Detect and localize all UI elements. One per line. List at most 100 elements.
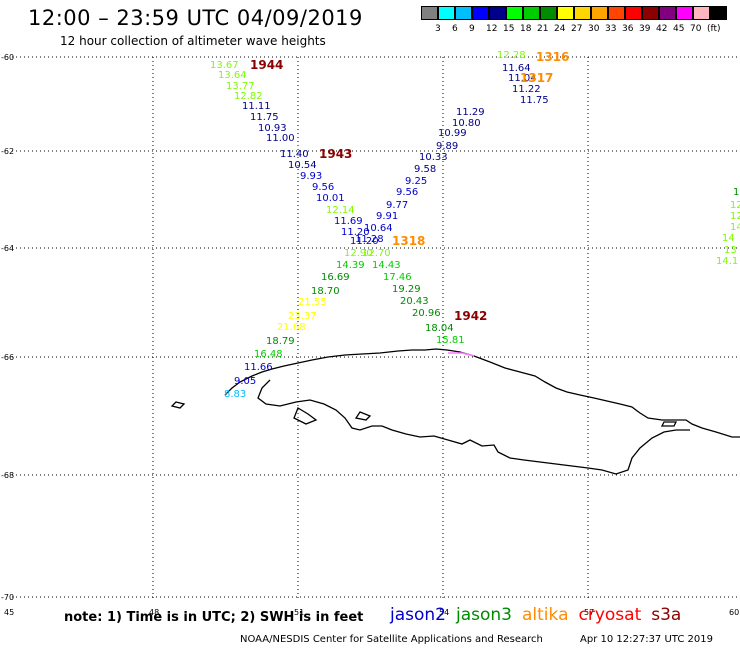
- generation-timestamp: Apr 10 12:27:37 UTC 2019: [580, 634, 713, 645]
- lon-label: 54: [439, 608, 449, 617]
- wave-height-value: 10.64: [364, 223, 393, 234]
- wave-height-value: 9.77: [386, 200, 408, 211]
- footer-note: note: 1) Time is in UTC; 2) SWH is in fe…: [64, 610, 364, 625]
- wave-height-value: 12: [730, 211, 740, 222]
- scale-swatch: [438, 6, 455, 20]
- wave-height-value: 21.68: [277, 322, 306, 333]
- scale-label: 18: [520, 24, 532, 34]
- scale-label: 39: [639, 24, 651, 34]
- scale-swatch: [421, 6, 438, 20]
- satellite-legend: jason2 jason3 altika cryosat s3a: [390, 605, 691, 625]
- scale-swatch: [489, 6, 506, 20]
- lat-label: -62: [1, 147, 14, 156]
- wave-height-value: 12.90: [344, 248, 373, 259]
- pass-number-1317: 1317: [520, 71, 553, 85]
- wave-height-value: 10.01: [316, 193, 345, 204]
- wave-height-value: 14.1: [716, 256, 738, 267]
- lat-lon-grid: -60 -62 -64 -66 -68 -70 45 48 51 54 57 60: [1, 53, 740, 617]
- antarctic-coastline: [170, 348, 740, 475]
- map-subtitle: 12 hour collection of altimeter wave hei…: [60, 34, 326, 48]
- scale-label: 70: [690, 24, 702, 34]
- wave-height-value: 11.69: [334, 216, 363, 227]
- wave-height-value: 12: [730, 200, 740, 211]
- scale-swatch: [506, 6, 523, 20]
- wave-height-value: 16.69: [321, 272, 350, 283]
- pass-number-1944: 1944: [250, 58, 283, 72]
- scale-swatch: [557, 6, 574, 20]
- lat-label: -68: [1, 471, 14, 480]
- scale-label: 9: [469, 24, 475, 34]
- lat-label: -64: [1, 244, 14, 253]
- wave-height-value: 1: [733, 187, 739, 198]
- wave-height-value: 11.28: [355, 234, 384, 245]
- scale-label: 42: [656, 24, 668, 34]
- wave-height-value: 14.43: [372, 260, 401, 271]
- pass-number-labels: 1944 1943 1942 1316 1317 1318: [250, 50, 569, 323]
- wave-height-value: 18.79: [266, 336, 295, 347]
- wave-height-value: 11.00: [266, 133, 295, 144]
- legend-jason3: jason3: [456, 605, 512, 625]
- track-west-labels: 13.6713.6413.7712.8211.1111.7510.9311.00…: [210, 60, 379, 400]
- wave-height-value: 9.05: [234, 376, 256, 387]
- scale-swatch: [676, 6, 693, 20]
- scale-label: 27: [571, 24, 583, 34]
- scale-label: 15: [503, 24, 515, 34]
- pass-number-1943: 1943: [319, 147, 352, 161]
- lat-label: -60: [1, 53, 14, 62]
- scale-swatch: [472, 6, 489, 20]
- legend-altika: altika: [522, 605, 569, 625]
- wave-height-value: 9.91: [376, 211, 398, 222]
- scale-label: 33: [605, 24, 617, 34]
- scale-label: 12: [486, 24, 498, 34]
- scale-label: 45: [673, 24, 685, 34]
- wave-height-value: 14: [730, 222, 740, 233]
- wave-height-value: 23.37: [288, 311, 317, 322]
- scale-swatch: [710, 6, 727, 20]
- wave-height-value: 11.22: [512, 84, 541, 95]
- wave-height-value: 10.93: [258, 123, 287, 134]
- lat-label: -70: [1, 593, 14, 602]
- scale-label: (ft): [707, 24, 721, 34]
- wave-height-value: 13: [724, 245, 737, 256]
- wave-height-value: 13.67: [210, 60, 239, 71]
- scale-swatch: [642, 6, 659, 20]
- wave-height-value: 10.54: [288, 160, 317, 171]
- wave-height-value: 9.56: [312, 182, 334, 193]
- legend-jason2: jason2: [390, 605, 446, 625]
- wave-height-value: 10.33: [419, 152, 448, 163]
- wave-height-value: 12.28: [497, 50, 526, 61]
- wave-height-value: 11.75: [250, 112, 279, 123]
- wave-height-value: 11.75: [520, 95, 549, 106]
- ice-shelf-segment: [448, 352, 475, 357]
- scale-swatch: [659, 6, 676, 20]
- scale-swatch: [608, 6, 625, 20]
- wave-height-value: 16.48: [254, 349, 283, 360]
- wave-height-value: 12.14: [326, 205, 355, 216]
- lat-label: -66: [1, 353, 14, 362]
- wave-height-value: 10.80: [452, 118, 481, 129]
- wave-height-value: 19.29: [392, 284, 421, 295]
- pass-number-1316: 1316: [536, 50, 569, 64]
- wave-height-value: 11.20: [350, 236, 379, 247]
- wave-height-value: 9.58: [414, 164, 436, 175]
- legend-cryosat: cryosat: [578, 605, 642, 625]
- scale-swatch: [540, 6, 557, 20]
- lon-label: 60: [729, 608, 739, 617]
- wave-height-value: 18.70: [311, 286, 340, 297]
- wave-height-value: 17.46: [383, 272, 412, 283]
- wave-height-value: 9.56: [396, 187, 418, 198]
- wave-height-value: 9.25: [405, 176, 427, 187]
- wave-height-value: 9.93: [300, 171, 322, 182]
- scale-swatch: [625, 6, 642, 20]
- credit-line: NOAA/NESDIS Center for Satellite Applica…: [240, 634, 543, 645]
- scale-label: 24: [554, 24, 566, 34]
- scale-label: 6: [452, 24, 458, 34]
- pass-number-1942: 1942: [454, 309, 487, 323]
- lon-label: 45: [4, 608, 14, 617]
- wave-height-value: 20.43: [400, 296, 429, 307]
- wave-height-value: 11.40: [280, 149, 309, 160]
- wave-height-value: 14: [722, 233, 735, 244]
